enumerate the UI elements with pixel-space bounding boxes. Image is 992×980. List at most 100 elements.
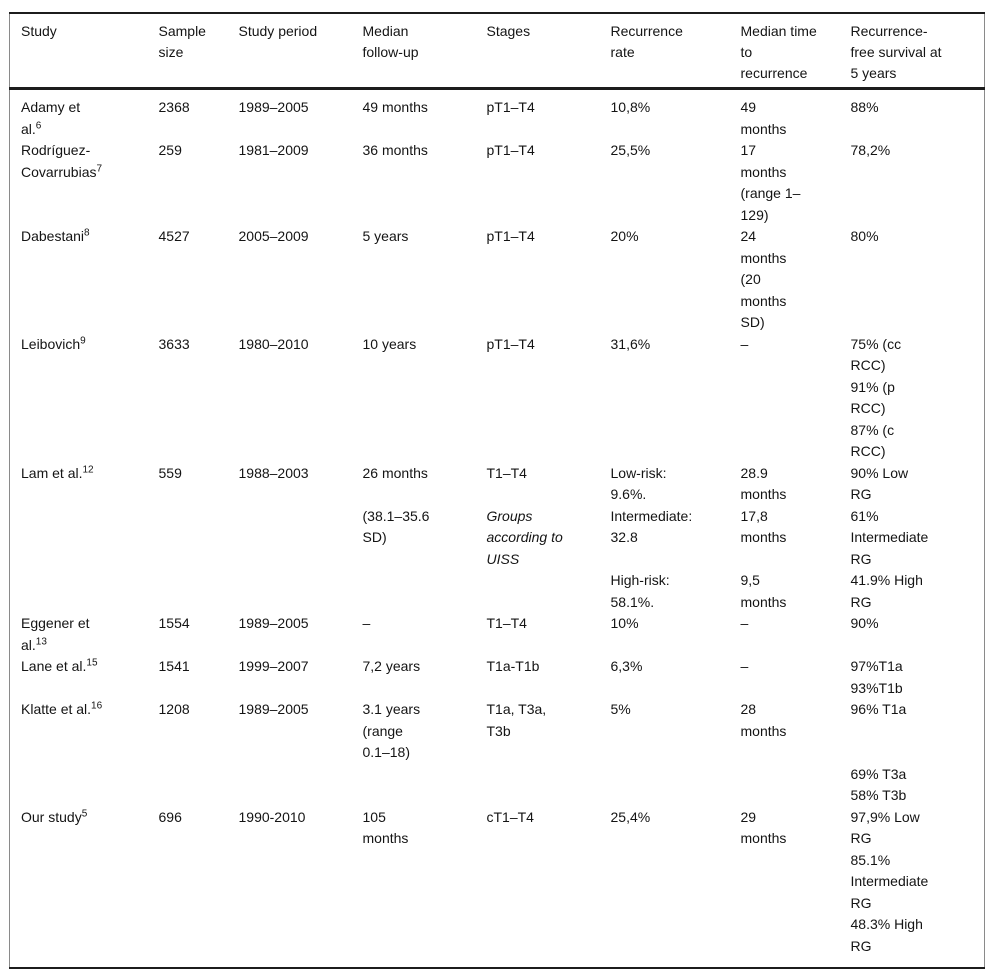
table-row: High-risk: 58.1%. 9,5 months 41.9% High RG bbox=[10, 570, 985, 613]
cell-text: 1990-2010 bbox=[238, 808, 306, 825]
cell-text: pT1–T4 bbox=[486, 99, 535, 115]
cell-text: 88% bbox=[850, 99, 879, 115]
cell-text: 1989–2005 bbox=[238, 701, 309, 717]
column-header-recurrence_free_survival: Recurrence- free survival at 5 years bbox=[850, 13, 985, 90]
cell-sample_size: 259 bbox=[159, 140, 239, 226]
cell-study: Our study5 bbox=[10, 807, 159, 969]
cell-stages: pT1–T4 bbox=[487, 89, 611, 141]
table-row: 69% T3a 58% T3b bbox=[10, 764, 985, 807]
cell-text: 1541 bbox=[158, 658, 190, 674]
cell-text: 7,2 years bbox=[362, 658, 421, 674]
cell-text: 78,2% bbox=[850, 142, 891, 158]
cell-text: 25,5% bbox=[610, 142, 651, 158]
cell-study_period: 2005–2009 bbox=[239, 226, 363, 334]
cell-study: Eggener et al.13 bbox=[10, 613, 159, 656]
cell-recurrence_rate: 5% bbox=[611, 699, 741, 764]
column-header-recurrence_rate: Recurrence rate bbox=[610, 13, 741, 90]
cell-study: Adamy et al.6 bbox=[10, 89, 159, 141]
cell-text: Rodríguez- Covarrubias bbox=[21, 142, 97, 180]
cell-text: T1a, T3a, T3b bbox=[486, 701, 547, 739]
cell-text: Lane et al. bbox=[21, 658, 87, 674]
cell-text: Leibovich bbox=[21, 335, 81, 352]
cell-recurrence_rate bbox=[611, 764, 741, 807]
cell-study_period: 1989–2005 bbox=[239, 613, 363, 656]
cell-text: 31,6% bbox=[610, 335, 651, 352]
cell-sample_size: 3633 bbox=[159, 334, 239, 463]
cell-text: Our study bbox=[21, 808, 82, 825]
cell-text: pT1–T4 bbox=[486, 142, 535, 158]
cell-text: pT1–T4 bbox=[486, 335, 535, 352]
cell-median_time_to_recurrence: 9,5 months bbox=[741, 570, 851, 613]
cell-text: 1999–2007 bbox=[238, 658, 309, 674]
cell-text: 97,9% Low RG 85.1% Intermediate RG 48.3%… bbox=[850, 808, 929, 954]
cell-text: 69% T3a 58% T3b bbox=[850, 765, 907, 804]
cell-text: 1989–2005 bbox=[238, 99, 309, 115]
cell-recurrence_free_survival: 90% Low RG bbox=[851, 463, 985, 506]
cell-recurrence_rate: 10,8% bbox=[611, 89, 741, 141]
cell-text: 26 months bbox=[362, 464, 428, 481]
cell-median_time_to_recurrence: – bbox=[741, 656, 851, 699]
cell-text: 96% T1a bbox=[850, 701, 907, 717]
cell-study: Lane et al.15 bbox=[10, 656, 159, 699]
cell-median_time_to_recurrence: – bbox=[741, 613, 851, 656]
column-header-stages: Stages bbox=[486, 13, 611, 90]
cell-text: (38.1–35.6 SD) bbox=[362, 507, 430, 546]
table-row: Lane et al.15 1541 1999–2007 7,2 years T1a-T… bbox=[10, 656, 985, 699]
reference-superscript: 6 bbox=[35, 119, 42, 131]
cell-text: High-risk: 58.1%. bbox=[610, 572, 670, 610]
column-header-study: Study bbox=[9, 13, 159, 90]
cell-recurrence_rate: 10% bbox=[611, 613, 741, 656]
cell-median_followup: 36 months bbox=[363, 140, 487, 226]
cell-text: 1989–2005 bbox=[238, 615, 309, 631]
cell-median_followup: 26 months bbox=[363, 463, 487, 506]
cell-text: 49 months bbox=[740, 99, 787, 137]
cell-text: 3.1 years (range 0.1–18) bbox=[362, 701, 421, 760]
cell-text: 5 years bbox=[362, 228, 409, 244]
cell-study_period bbox=[239, 506, 363, 571]
cell-stages: pT1–T4 bbox=[487, 140, 611, 226]
cell-text: 1554 bbox=[158, 615, 190, 631]
cell-text: 61% Intermediate RG bbox=[850, 507, 929, 567]
cell-study_period bbox=[239, 570, 363, 613]
cell-recurrence_rate: 25,4% bbox=[611, 807, 741, 969]
cell-recurrence_free_survival: 80% bbox=[851, 226, 985, 334]
cell-study_period: 1990-2010 bbox=[239, 807, 363, 969]
cell-median_time_to_recurrence: 28.9 months bbox=[741, 463, 851, 506]
table-row: Klatte et al.16 1208 1989–2005 3.1 years (r… bbox=[10, 699, 985, 764]
cell-text: 6,3% bbox=[610, 658, 643, 674]
cell-text: Klatte et al. bbox=[21, 701, 92, 717]
cell-text: 80% bbox=[850, 228, 879, 244]
cell-text: T1a-T1b bbox=[486, 658, 540, 674]
cell-stages: Groups according to UISS bbox=[487, 506, 611, 571]
reference-superscript: 9 bbox=[80, 334, 86, 346]
cell-text: 1980–2010 bbox=[238, 335, 309, 352]
cell-text: – bbox=[740, 615, 749, 631]
cell-recurrence_free_survival: 78,2% bbox=[851, 140, 985, 226]
cell-text: pT1–T4 bbox=[486, 228, 535, 244]
table-header: Study Sample size Study period Median follo… bbox=[9, 13, 985, 90]
cell-median_time_to_recurrence: 17,8 months bbox=[741, 506, 851, 571]
cell-text: 20% bbox=[610, 228, 639, 244]
table-body: Adamy et al.6 2368 1989–2005 49 months pT1–T… bbox=[10, 89, 985, 969]
table-row: Adamy et al.6 2368 1989–2005 49 months pT1–T… bbox=[10, 89, 985, 141]
cell-text: T1–T4 bbox=[486, 615, 527, 631]
table-row: Leibovich9 3633 1980–2010 10 years pT1–T4 31,… bbox=[10, 334, 985, 463]
cell-recurrence_rate: 25,5% bbox=[611, 140, 741, 226]
cell-recurrence_free_survival: 88% bbox=[851, 89, 985, 141]
cell-text: 10,8% bbox=[610, 99, 651, 115]
cell-median_followup: 3.1 years (range 0.1–18) bbox=[363, 699, 487, 764]
cell-text: 17 months (range 1– 129) bbox=[740, 142, 801, 223]
cell-sample_size bbox=[159, 506, 239, 571]
column-header-study_period: Study period bbox=[238, 13, 363, 90]
cell-text: 10 years bbox=[362, 335, 417, 352]
cell-sample_size: 1208 bbox=[159, 699, 239, 764]
cell-median_time_to_recurrence: 17 months (range 1– 129) bbox=[741, 140, 851, 226]
cell-text: 5% bbox=[610, 701, 631, 717]
cell-median_time_to_recurrence: 24 months (20 months SD) bbox=[741, 226, 851, 334]
cell-study_period: 1981–2009 bbox=[239, 140, 363, 226]
cell-study_period: 1980–2010 bbox=[239, 334, 363, 463]
table-row: Eggener et al.13 1554 1989–2005– T1–T4 10% –9… bbox=[10, 613, 985, 656]
reference-superscript: 16 bbox=[91, 700, 103, 712]
cell-study_period: 1989–2005 bbox=[239, 89, 363, 141]
header-row: Study Sample size Study period Median follo… bbox=[9, 13, 985, 90]
